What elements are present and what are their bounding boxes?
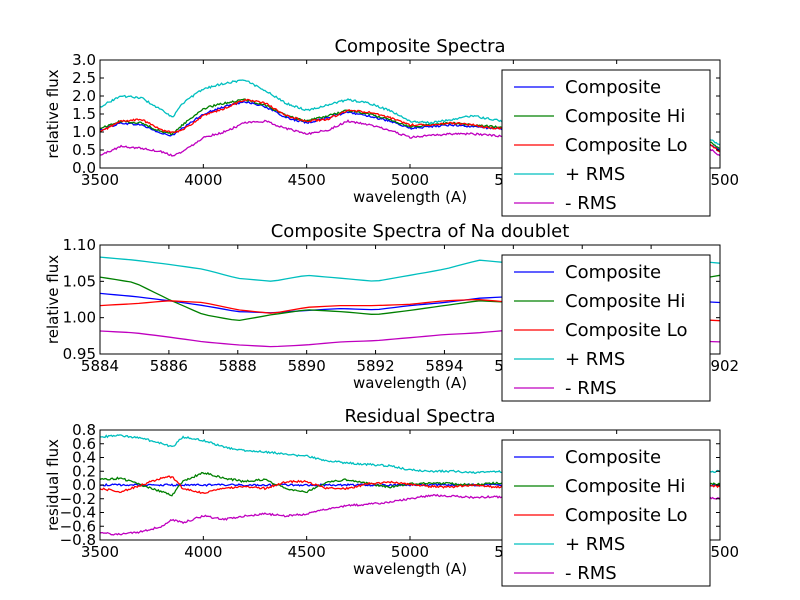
chart-title: Composite Spectra: [334, 36, 505, 57]
y-tick-label: 0.0: [72, 159, 96, 177]
x-tick-label: 3500: [81, 543, 119, 561]
x-tick-label: 5884: [81, 357, 119, 375]
y-tick-label: −0.4: [60, 504, 96, 522]
chart-panel-3: 3500400045005000550060006500−0.8−0.6−0.4…: [44, 406, 739, 587]
x-tick-label: 5000: [391, 171, 429, 189]
y-tick-label: 0.8: [72, 421, 96, 439]
legend-label: Composite Lo: [565, 135, 688, 156]
chart-title: Residual Spectra: [344, 406, 495, 427]
x-axis-label: wavelength (A): [353, 560, 467, 578]
y-tick-label: 2.5: [72, 69, 96, 87]
legend-label: + RMS: [565, 164, 625, 185]
legend-label: Composite: [565, 77, 661, 98]
legend: Composite Composite Hi Composite Lo + RMS - …: [501, 439, 711, 587]
legend-label: - RMS: [565, 563, 617, 584]
x-tick-label: 5886: [150, 357, 188, 375]
y-tick-label: 3.0: [72, 51, 96, 69]
y-tick-label: 2.0: [72, 87, 96, 105]
y-tick-label: 1.05: [63, 272, 96, 290]
x-tick-label: 3500: [81, 171, 119, 189]
chart-panel-1: 35004000450050005500600065000.00.51.01.5…: [44, 36, 739, 217]
x-tick-label: 5890: [288, 357, 326, 375]
legend: Composite Composite Hi Composite Lo + RMS - …: [501, 254, 711, 402]
y-axis-label: relative flux: [44, 255, 62, 344]
y-tick-label: 0.2: [72, 462, 96, 480]
y-tick-label: −0.2: [60, 490, 96, 508]
x-tick-label: 4000: [184, 171, 222, 189]
legend-label: Composite Lo: [565, 320, 688, 341]
chart-panel-2: 5884588658885890589258945896589859005902…: [44, 221, 739, 402]
legend-label: + RMS: [565, 534, 625, 555]
legend-label: + RMS: [565, 349, 625, 370]
y-tick-label: 0.6: [72, 435, 96, 453]
legend-label: Composite Hi: [565, 106, 685, 127]
x-axis-label: wavelength (A): [353, 374, 467, 392]
legend-box: [501, 439, 711, 587]
y-tick-label: 0.5: [72, 141, 96, 159]
legend-label: - RMS: [565, 193, 617, 214]
legend-label: Composite Hi: [565, 476, 685, 497]
legend-label: Composite: [565, 262, 661, 283]
y-tick-label: 1.00: [63, 309, 96, 327]
y-tick-label: 0.0: [72, 476, 96, 494]
legend-label: Composite: [565, 447, 661, 468]
legend-box: [501, 69, 711, 217]
y-tick-label: 1.5: [72, 105, 96, 123]
legend: Composite Composite Hi Composite Lo + RMS - …: [501, 69, 711, 217]
y-axis-label: relative flux: [44, 69, 62, 158]
x-tick-label: 5892: [356, 357, 394, 375]
x-axis-label: wavelength (A): [353, 188, 467, 206]
x-tick-label: 4000: [184, 543, 222, 561]
y-tick-label: 0.95: [63, 345, 96, 363]
x-tick-label: 5894: [425, 357, 463, 375]
x-tick-label: 4500: [288, 543, 326, 561]
y-tick-label: 1.0: [72, 123, 96, 141]
legend-label: - RMS: [565, 378, 617, 399]
legend-label: Composite Hi: [565, 291, 685, 312]
y-tick-label: −0.6: [60, 517, 96, 535]
x-tick-label: 4500: [288, 171, 326, 189]
x-tick-label: 5000: [391, 543, 429, 561]
y-tick-label: −0.8: [60, 531, 96, 549]
legend-label: Composite Lo: [565, 505, 688, 526]
legend-box: [501, 254, 711, 402]
y-tick-label: 1.10: [63, 236, 96, 254]
y-axis-label: residual flux: [44, 439, 62, 531]
y-tick-label: 0.4: [72, 449, 96, 467]
x-tick-label: 5888: [219, 357, 257, 375]
chart-title: Composite Spectra of Na doublet: [271, 221, 570, 242]
plot-frame: [99, 244, 721, 355]
